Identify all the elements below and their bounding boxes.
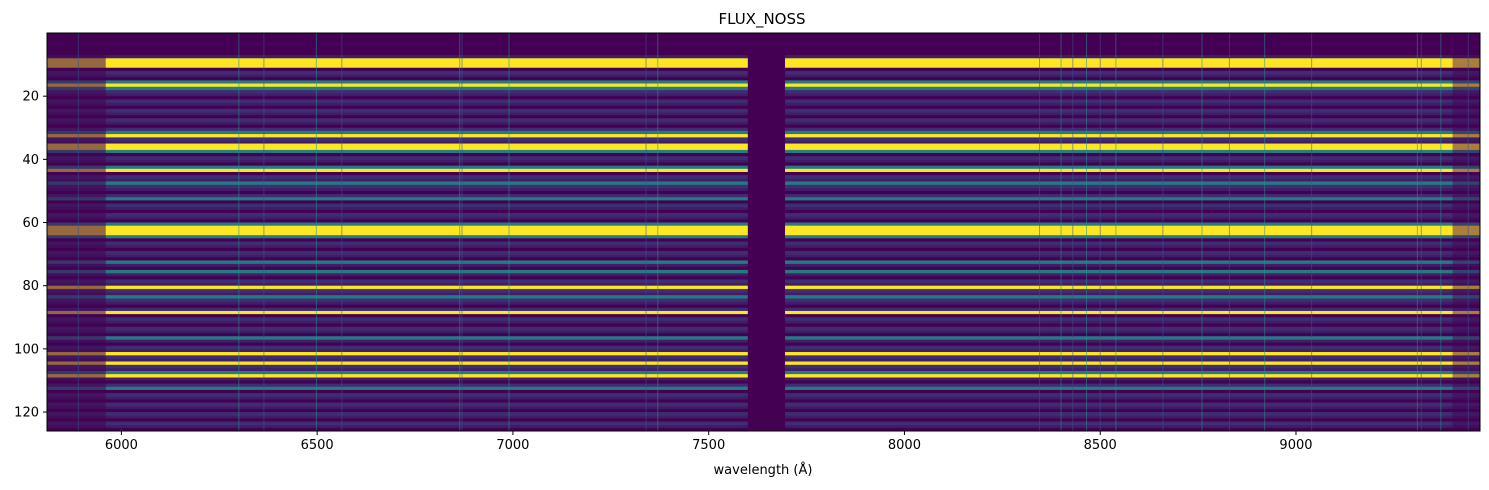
masked-band (747, 33, 786, 431)
x-axis-label: wavelength (Å) (714, 462, 813, 478)
x-tick-label: 9000 (1279, 438, 1312, 453)
x-tick-label: 6000 (105, 438, 138, 453)
y-tick-label: 60 (22, 216, 39, 231)
plot-area (47, 33, 1480, 431)
x-tick-label: 6500 (301, 438, 334, 453)
y-axis: 20 40 60 80 100 120 (14, 90, 47, 421)
blue-edge-fade (47, 33, 106, 431)
y-tick-label: 40 (22, 153, 39, 168)
y-tick-label: 120 (14, 406, 39, 421)
y-tick-label: 20 (22, 90, 39, 105)
y-tick-label: 100 (14, 342, 39, 357)
x-tick-label: 8000 (888, 438, 921, 453)
x-tick-label: 7500 (692, 438, 725, 453)
x-axis: 6000 6500 7000 7500 8000 8500 9000 (105, 431, 1313, 453)
chart-title: FLUX_NOSS (718, 10, 805, 29)
sky-lines (77, 33, 1469, 431)
x-tick-label: 8500 (1084, 438, 1117, 453)
red-edge-fade (1452, 33, 1480, 431)
y-tick-label: 80 (22, 279, 39, 294)
x-tick-label: 7000 (496, 438, 529, 453)
plot-frame (46, 32, 1481, 432)
